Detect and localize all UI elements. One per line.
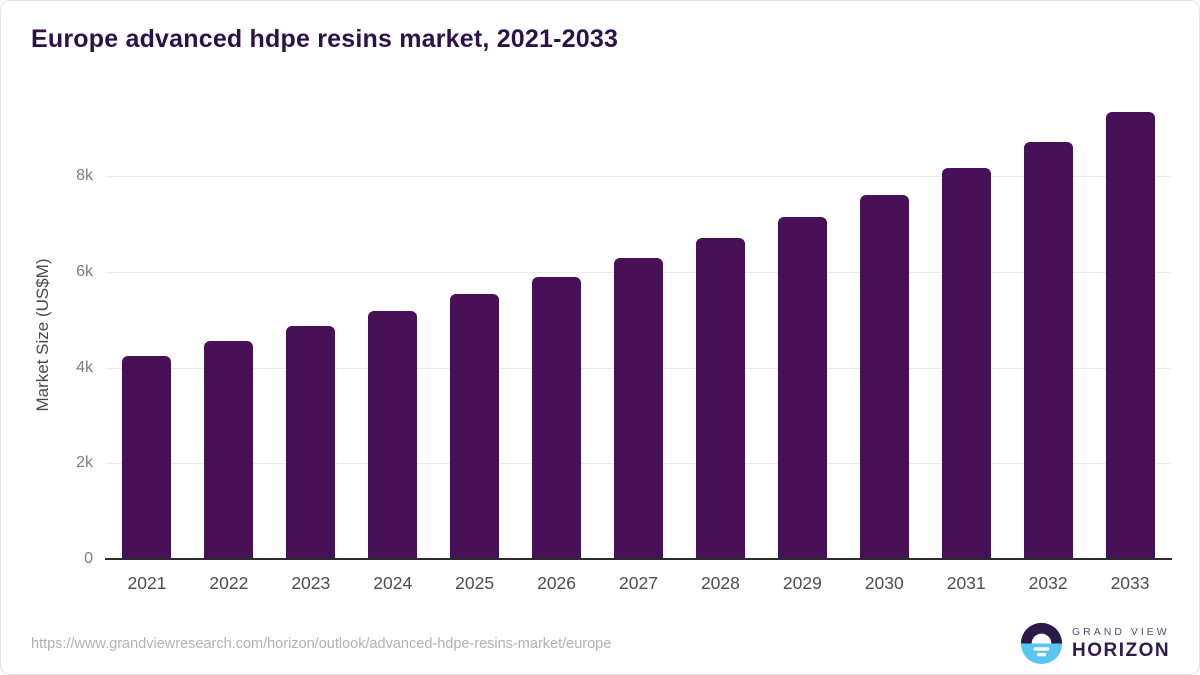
x-tick-label-2024: 2024 [373, 573, 413, 593]
chart-title: Europe advanced hdpe resins market, 2021… [31, 25, 619, 53]
bar-2030[interactable] [859, 194, 909, 559]
x-tick-label-2022: 2022 [209, 573, 249, 593]
y-axis-title: Market Size (US$M) [33, 258, 52, 412]
bar-2033[interactable] [1105, 112, 1155, 559]
x-tick-label-2027: 2027 [619, 573, 658, 593]
bar-2022[interactable] [204, 341, 254, 559]
x-tick-label-2028: 2028 [700, 573, 740, 593]
y-tick-label-4k: 4k [76, 358, 93, 376]
y-tick-label-6k: 6k [76, 262, 93, 280]
source-url[interactable]: https://www.grandviewresearch.com/horizo… [31, 636, 612, 652]
bar-2028[interactable] [695, 238, 745, 559]
bar-2024[interactable] [368, 311, 418, 559]
x-tick-label-2030: 2030 [864, 573, 904, 593]
bar-2025[interactable] [450, 294, 500, 559]
x-tick-label-2023: 2023 [291, 573, 331, 593]
x-tick-label-2031: 2031 [946, 573, 986, 593]
x-tick-label-2025: 2025 [455, 573, 495, 593]
gridline-8k [106, 176, 1171, 177]
bar-2029[interactable] [777, 217, 827, 559]
logo-text: GRAND VIEW HORIZON [1072, 626, 1170, 662]
x-tick-label-2021: 2021 [127, 573, 167, 593]
horizon-sun-icon [1020, 622, 1063, 665]
x-tick-label-2032: 2032 [1028, 573, 1068, 593]
x-tick-label-2026: 2026 [537, 573, 577, 593]
grand-view-horizon-logo: GRAND VIEW HORIZON [1019, 621, 1170, 666]
bar-2027[interactable] [614, 257, 663, 559]
y-tick-label-2k: 2k [76, 454, 93, 472]
bar-2031[interactable] [941, 168, 991, 559]
x-tick-label-2029: 2029 [782, 573, 822, 593]
logo-grand-view-label: GRAND VIEW [1072, 625, 1170, 638]
bar-2026[interactable] [532, 277, 582, 559]
y-tick-label-0: 0 [84, 550, 93, 567]
bar-2032[interactable] [1023, 141, 1073, 559]
x-tick-label-2033: 2033 [1110, 573, 1150, 593]
x-axis-line [105, 558, 1172, 560]
y-tick-label-8k: 8k [76, 167, 93, 184]
bar-2021[interactable] [122, 355, 172, 559]
bar-2023[interactable] [286, 326, 336, 559]
logo-horizon-label: HORIZON [1072, 639, 1171, 661]
